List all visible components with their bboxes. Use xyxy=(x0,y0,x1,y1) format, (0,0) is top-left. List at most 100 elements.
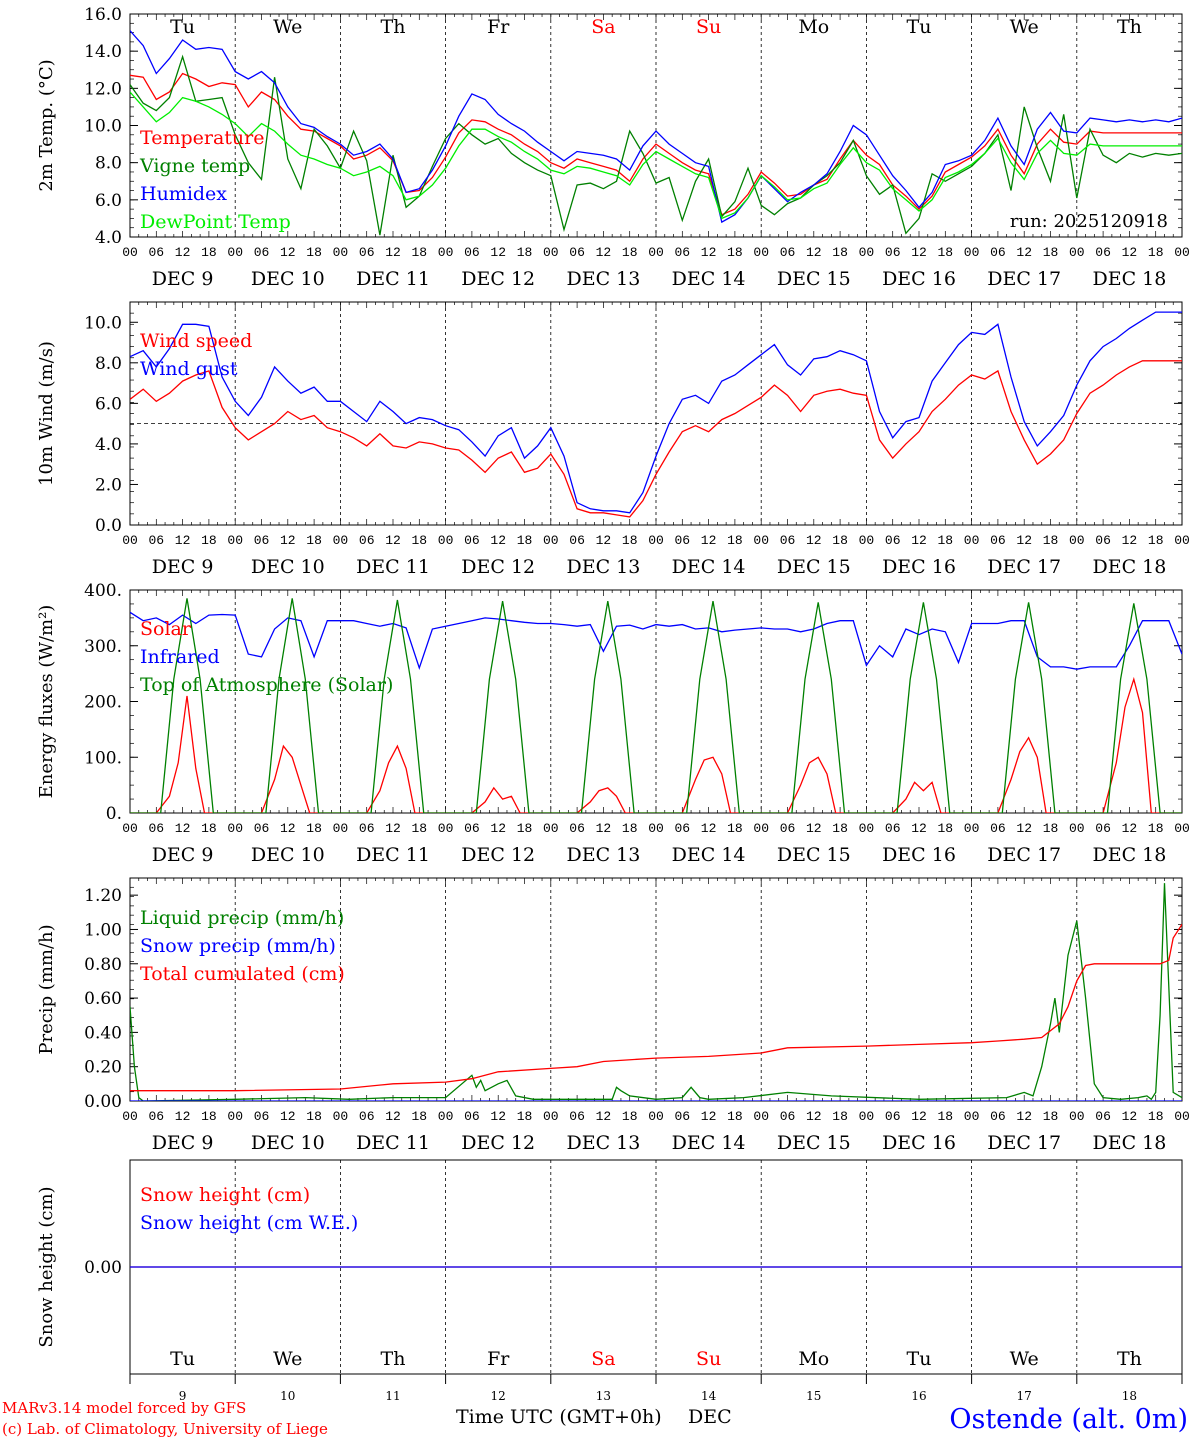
date-label: DEC 9 xyxy=(152,844,214,866)
y-tick-label: 0.0 xyxy=(95,516,122,536)
hour-tick-label: 00 xyxy=(1069,245,1085,260)
series-line xyxy=(130,360,1182,518)
hour-tick-label: 00 xyxy=(964,821,980,836)
hour-tick-label: 12 xyxy=(490,1109,506,1124)
hour-tick-label: 06 xyxy=(990,533,1006,548)
day-number: 16 xyxy=(911,1389,926,1403)
series-line xyxy=(130,72,1182,216)
series-line xyxy=(130,54,1182,236)
series-line xyxy=(130,598,1182,813)
weekday-label: We xyxy=(273,1348,302,1370)
y-tick-label: 0.00 xyxy=(84,1092,122,1112)
hour-tick-label: 12 xyxy=(280,533,296,548)
hour-tick-label: 12 xyxy=(596,245,612,260)
hour-tick-label: 12 xyxy=(1122,821,1138,836)
date-label: DEC 14 xyxy=(672,1132,746,1154)
hour-tick-label: 06 xyxy=(464,245,480,260)
hour-tick-label: 06 xyxy=(885,1109,901,1124)
hour-tick-label: 00 xyxy=(227,533,243,548)
date-label: DEC 13 xyxy=(566,1132,640,1154)
date-label: DEC 15 xyxy=(777,1132,851,1154)
weekday-label: Tu xyxy=(907,1348,932,1370)
weekday-label: Th xyxy=(381,1348,406,1370)
date-label: DEC 18 xyxy=(1092,268,1166,290)
y-tick-label: 16.0 xyxy=(84,5,122,25)
y-tick-label: 1.00 xyxy=(84,920,122,940)
date-label: DEC 12 xyxy=(461,268,535,290)
hour-tick-label: 00 xyxy=(964,1109,980,1124)
hour-tick-label: 12 xyxy=(596,533,612,548)
hour-tick-label: 18 xyxy=(1043,245,1059,260)
hour-tick-label: 00 xyxy=(227,821,243,836)
date-label: DEC 16 xyxy=(882,268,956,290)
y-tick-label: 8.0 xyxy=(95,154,122,174)
hour-tick-label: 12 xyxy=(911,821,927,836)
weekday-label: Fr xyxy=(487,16,510,38)
date-label: DEC 11 xyxy=(356,844,430,866)
hour-tick-label: 06 xyxy=(569,245,585,260)
hour-tick-label: 06 xyxy=(359,533,375,548)
y-axis-label: Snow height (cm) xyxy=(36,1186,57,1347)
hour-tick-label: 18 xyxy=(727,821,743,836)
y-tick-label: 14.0 xyxy=(84,42,122,62)
date-label: DEC 16 xyxy=(882,1132,956,1154)
panel-frame xyxy=(129,301,1183,526)
series-line xyxy=(130,676,1182,813)
hour-tick-label: 12 xyxy=(385,821,401,836)
date-label: DEC 10 xyxy=(251,268,325,290)
y-axis-label: 2m Temp. (°C) xyxy=(36,59,57,191)
date-label: DEC 16 xyxy=(882,844,956,866)
hour-tick-label: 18 xyxy=(517,1109,533,1124)
hour-tick-label: 18 xyxy=(411,533,427,548)
hour-tick-label: 06 xyxy=(674,245,690,260)
hour-tick-label: 00 xyxy=(227,245,243,260)
hour-tick-label: 06 xyxy=(780,245,796,260)
hour-tick-label: 12 xyxy=(385,533,401,548)
day-number: 18 xyxy=(1122,1389,1137,1403)
hour-tick-label: 12 xyxy=(1016,1109,1032,1124)
date-label: DEC 13 xyxy=(566,844,640,866)
hour-tick-label: 12 xyxy=(806,245,822,260)
date-label: DEC 11 xyxy=(356,1132,430,1154)
date-label: DEC 15 xyxy=(777,268,851,290)
hour-tick-label: 00 xyxy=(438,245,454,260)
y-tick-label: 0.00 xyxy=(84,1258,122,1278)
hour-tick-label: 00 xyxy=(859,245,875,260)
weekday-label: Mo xyxy=(798,1348,829,1370)
y-tick-label: 12.0 xyxy=(84,79,122,99)
date-label: DEC 14 xyxy=(672,556,746,578)
hour-tick-label: 06 xyxy=(990,245,1006,260)
date-label: DEC 9 xyxy=(152,268,214,290)
y-tick-label: 0.40 xyxy=(84,1023,122,1043)
hour-tick-label: 18 xyxy=(1148,821,1164,836)
hour-tick-label: 00 xyxy=(543,533,559,548)
date-label: DEC 14 xyxy=(672,268,746,290)
weekday-label: Su xyxy=(696,1348,721,1370)
hour-tick-label: 12 xyxy=(385,245,401,260)
hour-tick-label: 06 xyxy=(780,821,796,836)
legend-entry: Humidex xyxy=(140,183,227,205)
panel-frame xyxy=(129,13,1183,238)
hour-tick-label: 06 xyxy=(254,245,270,260)
hour-tick-label: 18 xyxy=(1043,533,1059,548)
date-label: DEC 9 xyxy=(152,556,214,578)
hour-tick-label: 00 xyxy=(333,821,349,836)
hour-tick-label: 18 xyxy=(411,245,427,260)
y-tick-label: 6.0 xyxy=(95,191,122,211)
hour-tick-label: 18 xyxy=(622,533,638,548)
hour-tick-label: 06 xyxy=(148,1109,164,1124)
hour-tick-label: 12 xyxy=(701,533,717,548)
hour-tick-label: 12 xyxy=(806,533,822,548)
hour-tick-label: 12 xyxy=(596,1109,612,1124)
y-tick-label: 100. xyxy=(84,748,122,768)
hour-tick-label: 18 xyxy=(306,245,322,260)
y-axis-label: Energy fluxes (W/m²) xyxy=(36,605,57,799)
hour-tick-label: 00 xyxy=(1069,821,1085,836)
y-tick-label: 2.0 xyxy=(95,475,122,495)
hour-tick-label: 06 xyxy=(569,821,585,836)
hour-tick-label: 06 xyxy=(359,1109,375,1124)
legend-entry: Solar xyxy=(140,618,192,640)
hour-tick-label: 12 xyxy=(701,821,717,836)
